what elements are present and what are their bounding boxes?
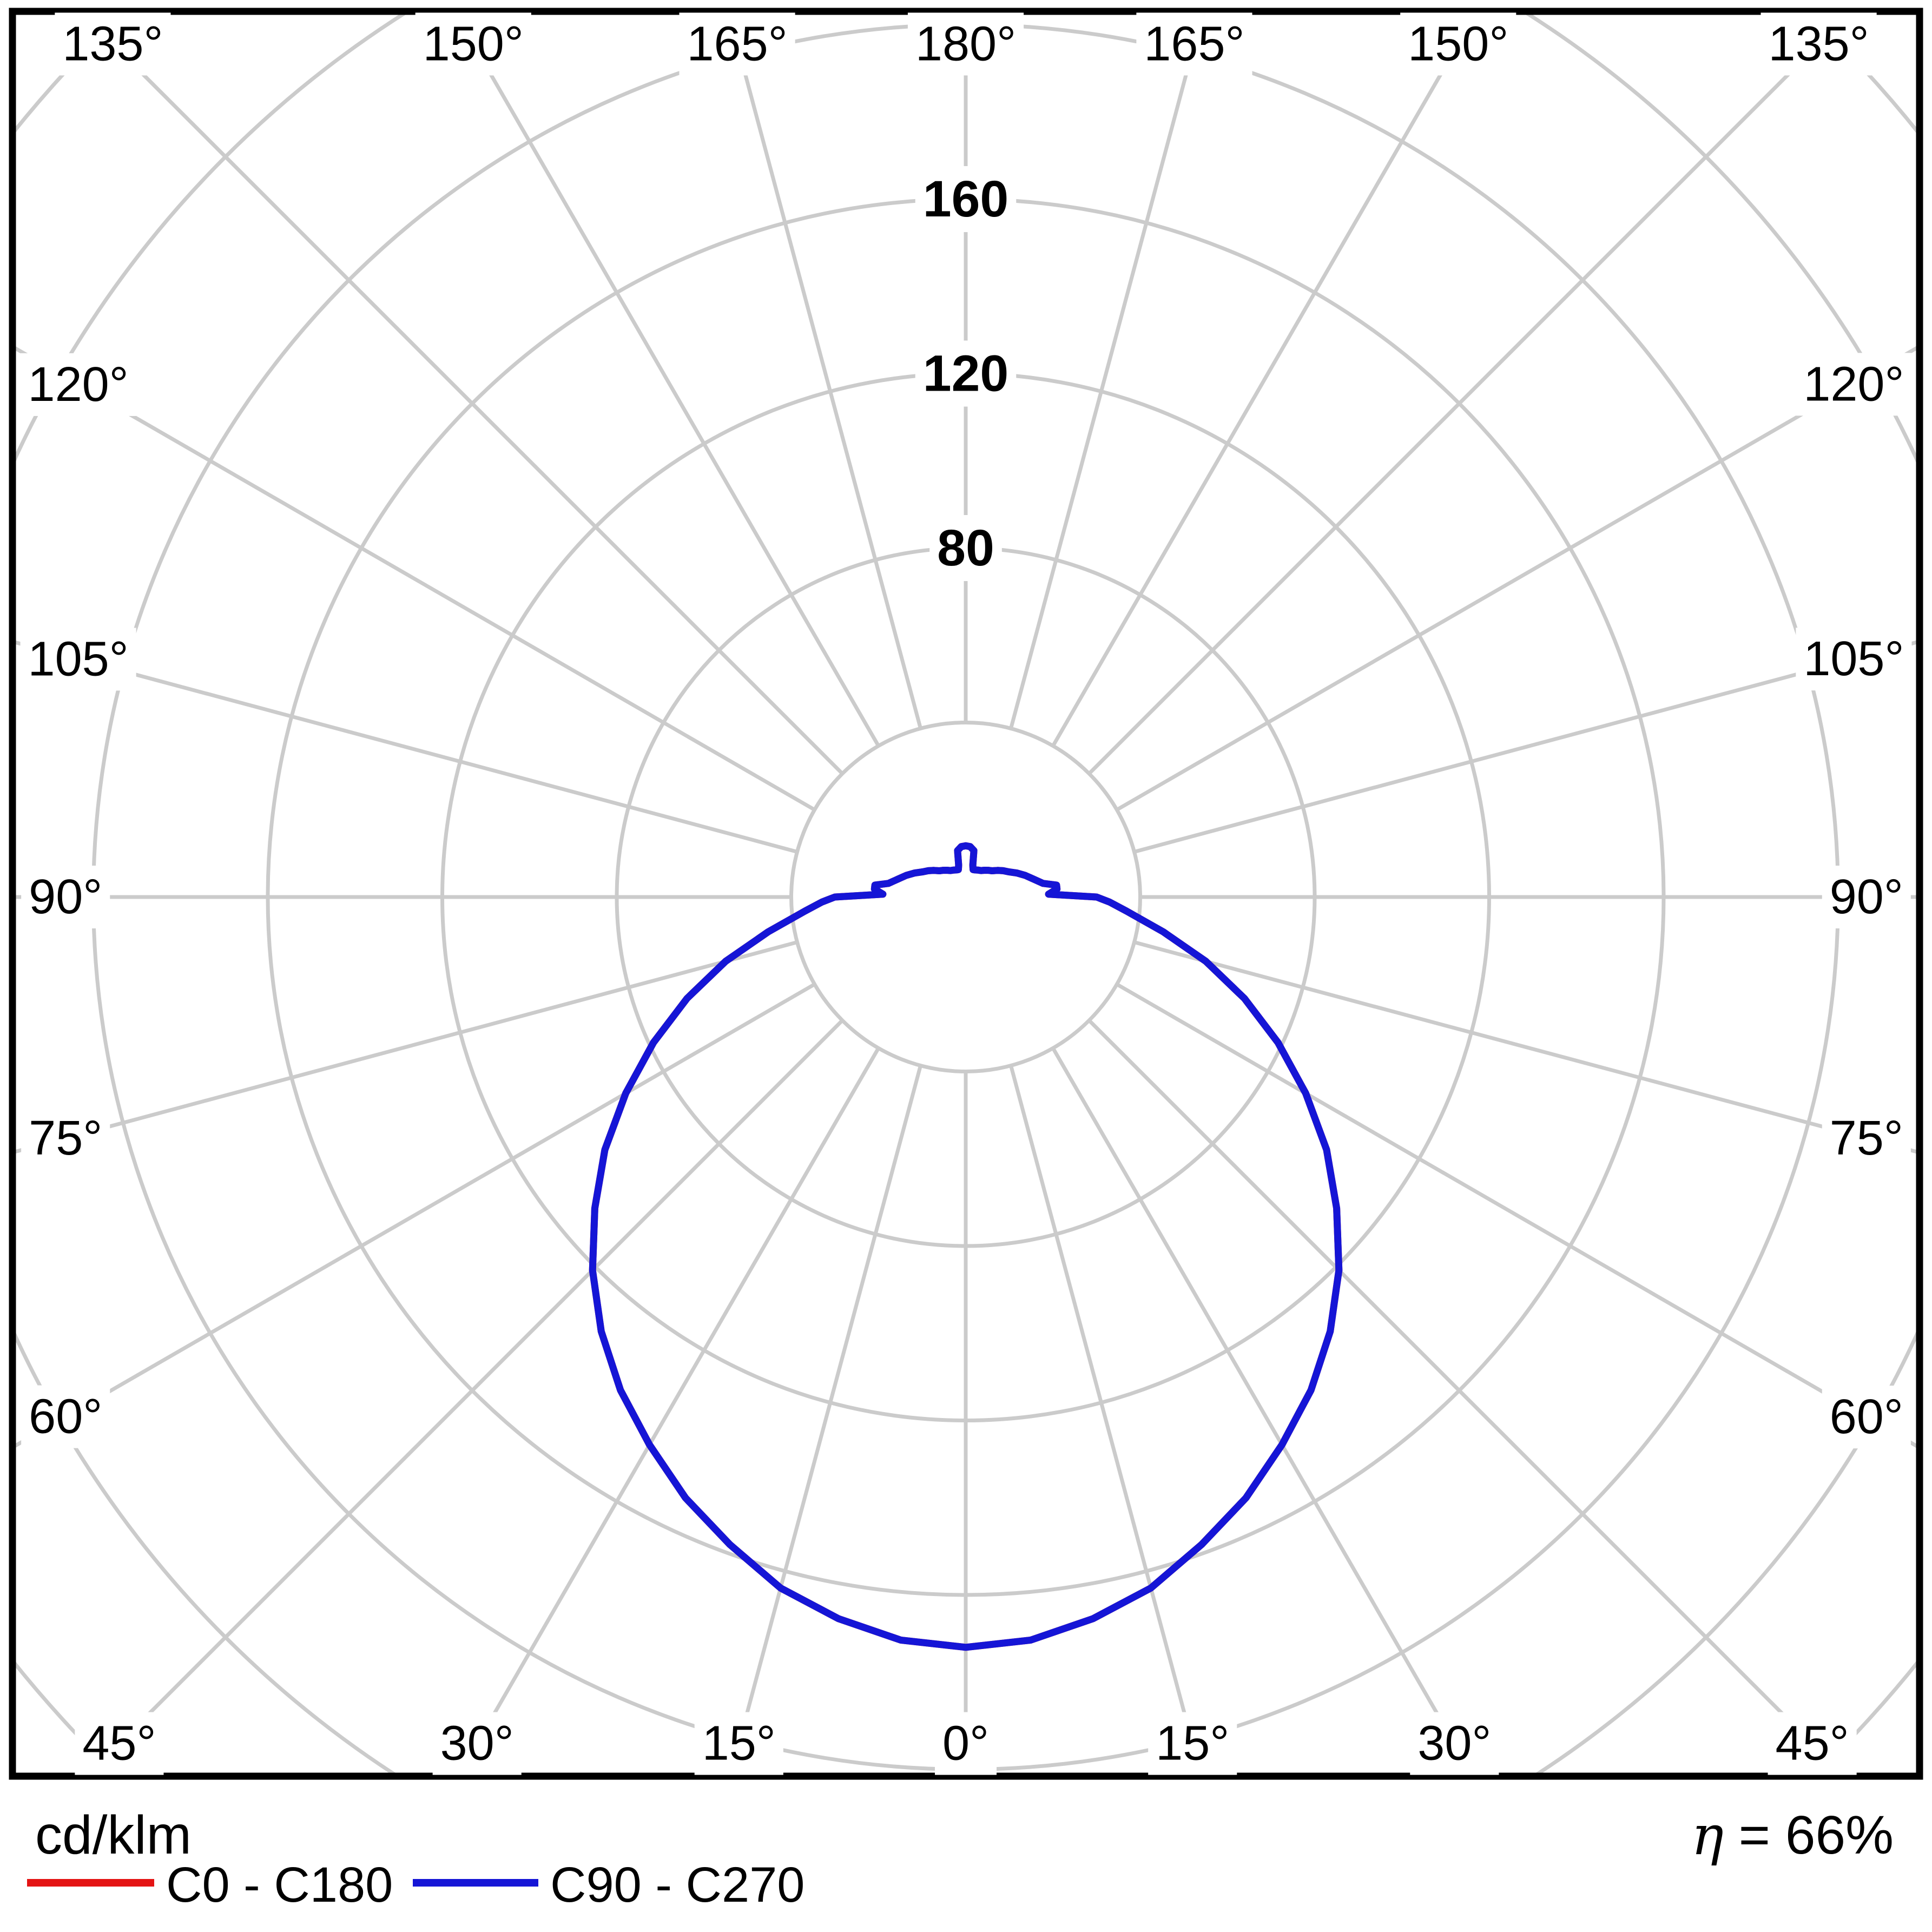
photometric-curve-c90-c270 <box>589 842 1343 1651</box>
angle-label-150-right: 150° <box>1408 17 1508 71</box>
label-backplate <box>1822 1386 1911 1449</box>
grid-radial-line-105 <box>1133 639 1920 854</box>
grid-radial-line-120 <box>1116 344 1920 812</box>
grid-radial-line-240 <box>12 344 816 812</box>
label-backplate <box>1768 1712 1857 1775</box>
angle-label-105-left: 105° <box>28 632 129 686</box>
grid-radial-line-150 <box>1051 11 1480 747</box>
grid-radial-line-75 <box>1133 940 1920 1155</box>
grid-radial-line-60 <box>1116 983 1920 1450</box>
eta-value: = 66% <box>1724 1805 1894 1865</box>
label-backplate <box>1148 1712 1237 1775</box>
legend-label-c90-c270: C90 - C270 <box>550 1857 805 1913</box>
grid-radial-line-15 <box>1009 1065 1204 1776</box>
label-backplate <box>1822 866 1911 928</box>
angle-label-90-right: 90° <box>1830 870 1903 924</box>
angle-label-105-right: 105° <box>1803 632 1904 686</box>
label-backplate <box>20 353 136 416</box>
label-backplate <box>75 1712 164 1775</box>
legend-item-c90-c270: C90 - C270 <box>413 1857 805 1913</box>
legend-label-c0-c180: C0 - C180 <box>166 1857 393 1913</box>
angle-label-165-right: 165° <box>1144 17 1244 71</box>
efficiency-label: η = 66% <box>1691 1804 1894 1867</box>
grid-radial-line-30 <box>1051 1047 1476 1776</box>
label-backplate <box>1136 12 1252 76</box>
unit-label: cd/klm <box>35 1805 192 1865</box>
grid-radial-line-255 <box>12 639 798 854</box>
label-backplate <box>929 515 1002 581</box>
legend-item-c0-c180: C0 - C180 <box>27 1857 393 1913</box>
angle-label-120-left: 120° <box>28 358 129 412</box>
angle-label-180-right: 180° <box>915 17 1016 71</box>
grid-radial-line-300 <box>12 983 816 1450</box>
grid-radial-line-195 <box>726 11 922 729</box>
grid-radial-line-210 <box>452 11 880 747</box>
angle-label-15-right: 15° <box>1156 1717 1229 1771</box>
label-backplate <box>1400 12 1516 76</box>
legend-footer: cd/klm C0 - C180 C90 - C270 η = 66% <box>27 1804 1894 1913</box>
angle-label-60-left: 60° <box>29 1390 102 1444</box>
radial-tick-label-120: 120 <box>923 345 1009 403</box>
grid-radial-line-330 <box>456 1047 880 1776</box>
label-backplate <box>1760 12 1877 76</box>
angle-label-30-left: 30° <box>440 1717 514 1771</box>
curve-layer <box>589 842 1343 1651</box>
label-backplate <box>21 866 110 928</box>
angle-label-165-left: 165° <box>687 17 787 71</box>
radial-tick-label-80: 80 <box>937 519 994 577</box>
angle-label-75-right: 75° <box>1830 1111 1903 1165</box>
label-backplate <box>915 340 1017 407</box>
plot-border-frame <box>9 8 1923 1780</box>
angle-label-45-left: 45° <box>82 1717 156 1771</box>
angle-label-75-left: 75° <box>29 1111 102 1165</box>
label-backplate <box>907 12 1024 76</box>
angle-label-45-right: 45° <box>1776 1717 1849 1771</box>
angle-label-60-right: 60° <box>1830 1390 1903 1444</box>
label-backplate <box>1410 1712 1499 1775</box>
label-backplate <box>1822 1107 1911 1170</box>
label-backplate <box>934 1712 997 1775</box>
radial-tick-label-160: 160 <box>923 170 1009 228</box>
label-backplate <box>20 628 136 691</box>
label-backplate <box>21 1385 110 1448</box>
label-backplate <box>915 166 1017 232</box>
label-backplate <box>1796 353 1912 416</box>
angle-label-15-left: 15° <box>702 1717 776 1771</box>
label-backplate <box>679 12 795 76</box>
angle-label-120-right: 120° <box>1803 357 1904 411</box>
label-backplate <box>1796 628 1912 691</box>
label-backplate <box>432 1712 522 1775</box>
axis-label-layer: 180° 0° 15° 15° 30° 30° 45° 45° 60° 60° 75° 75° 90° 9… <box>20 12 1912 1775</box>
angle-label-135-left: 135° <box>62 17 163 71</box>
eta-symbol: η <box>1691 1804 1724 1867</box>
grid-radial-line-165 <box>1009 11 1205 729</box>
angle-label-150-left: 150° <box>423 17 524 71</box>
angle-label-90-left: 90° <box>29 870 102 924</box>
label-backplate <box>21 1106 110 1170</box>
label-backplate <box>694 1712 783 1775</box>
grid-radial-line-285 <box>12 940 798 1155</box>
angle-label-135-right: 135° <box>1769 17 1869 71</box>
angle-label-0-right: 0° <box>942 1717 989 1771</box>
angle-label-30-right: 30° <box>1417 1717 1491 1771</box>
label-backplate <box>55 12 171 76</box>
grid-radial-line-345 <box>728 1065 922 1776</box>
label-backplate <box>415 12 531 76</box>
